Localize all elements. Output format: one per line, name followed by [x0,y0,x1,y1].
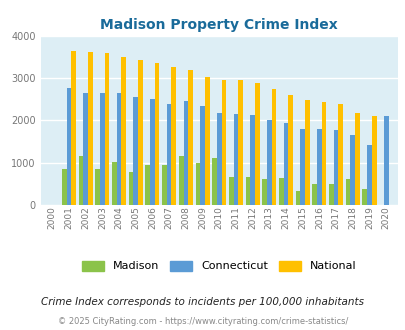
Bar [366,145,371,205]
Bar [195,163,200,205]
Bar [138,60,143,205]
Bar [295,191,300,205]
Bar [200,106,205,205]
Bar [216,113,221,205]
Bar [154,63,159,205]
Bar [100,93,104,205]
Text: © 2025 CityRating.com - https://www.cityrating.com/crime-statistics/: © 2025 CityRating.com - https://www.city… [58,317,347,326]
Title: Madison Property Crime Index: Madison Property Crime Index [100,18,337,32]
Bar [150,99,154,205]
Bar [121,57,126,205]
Bar [212,158,216,205]
Bar [104,53,109,205]
Bar [278,178,283,205]
Bar [266,120,271,205]
Bar [271,89,276,205]
Bar [249,115,254,205]
Bar [162,165,166,205]
Bar [245,177,249,205]
Bar [188,70,192,205]
Bar [145,165,150,205]
Bar [221,80,226,205]
Text: Crime Index corresponds to incidents per 100,000 inhabitants: Crime Index corresponds to incidents per… [41,297,364,307]
Bar [88,52,92,205]
Bar [178,156,183,205]
Bar [254,82,259,205]
Bar [328,184,333,205]
Bar [316,129,321,205]
Legend: Madison, Connecticut, National: Madison, Connecticut, National [81,261,356,271]
Bar [262,179,266,205]
Bar [304,100,309,205]
Bar [95,169,100,205]
Bar [133,97,138,205]
Bar [333,130,338,205]
Bar [383,116,388,205]
Bar [350,135,354,205]
Bar [183,101,188,205]
Bar [311,184,316,205]
Bar [62,169,66,205]
Bar [71,51,76,205]
Bar [362,189,366,205]
Bar [83,93,88,205]
Bar [321,102,326,205]
Bar [233,114,238,205]
Bar [171,67,176,205]
Bar [338,104,342,205]
Bar [112,162,117,205]
Bar [354,113,359,205]
Bar [228,177,233,205]
Bar [345,179,350,205]
Bar [238,81,242,205]
Bar [371,116,375,205]
Bar [166,104,171,205]
Bar [283,122,288,205]
Bar [79,156,83,205]
Bar [300,129,304,205]
Bar [128,172,133,205]
Bar [66,88,71,205]
Bar [117,93,121,205]
Bar [205,77,209,205]
Bar [288,95,292,205]
